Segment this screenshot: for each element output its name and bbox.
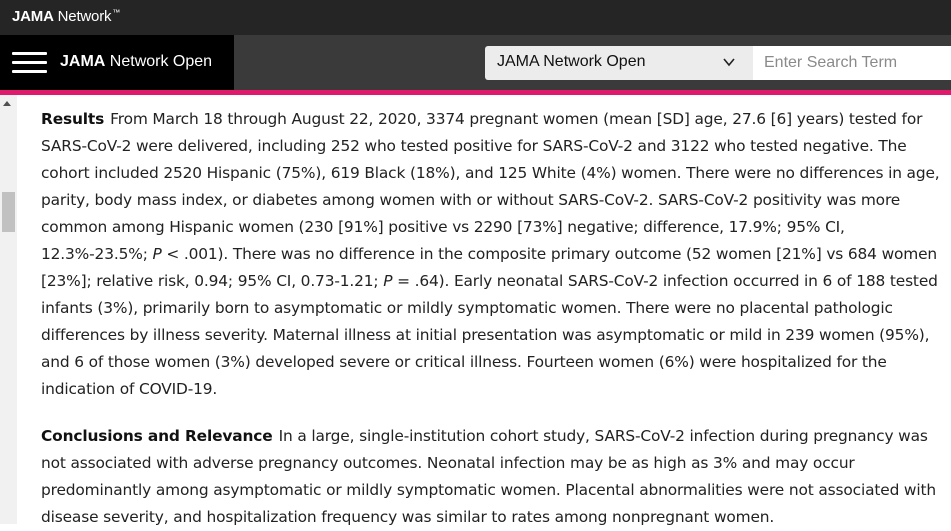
jama-network-logo[interactable]: JAMA Network™	[12, 8, 120, 25]
journal-title-rest: Network Open	[105, 53, 213, 70]
results-label: Results	[41, 110, 105, 128]
p-value-symbol: P	[383, 272, 393, 290]
results-text-2: < .001). There was no difference in the …	[41, 245, 938, 290]
results-paragraph: Results From March 18 through August 22, …	[41, 106, 941, 403]
conclusions-label: Conclusions and Relevance	[41, 427, 273, 445]
brand-rest: Network	[53, 8, 112, 25]
accent-divider	[0, 90, 951, 95]
top-bar: JAMA Network™	[0, 0, 951, 35]
vertical-scrollbar[interactable]	[0, 95, 17, 524]
abstract-content: Results From March 18 through August 22, …	[41, 106, 941, 531]
scrollbar-thumb[interactable]	[2, 192, 15, 232]
journal-selector-value: JAMA Network Open	[497, 53, 646, 70]
hamburger-icon[interactable]	[12, 52, 47, 74]
conclusions-paragraph: Conclusions and Relevance In a large, sin…	[41, 423, 941, 531]
results-text-3: = .64). Early neonatal SARS-CoV-2 infect…	[41, 272, 938, 398]
journal-nav-left: JAMA Network Open	[0, 35, 234, 90]
brand-trademark: ™	[112, 8, 121, 17]
p-value-symbol: P	[152, 245, 162, 263]
journal-title-bold: JAMA	[60, 53, 106, 70]
journal-selector-dropdown[interactable]: JAMA Network Open	[485, 46, 753, 80]
journal-title[interactable]: JAMA Network Open	[60, 53, 212, 71]
brand-bold: JAMA	[12, 8, 54, 25]
chevron-down-icon	[723, 58, 735, 67]
results-text-1: From March 18 through August 22, 2020, 3…	[41, 110, 940, 263]
scroll-up-arrow-icon[interactable]	[3, 101, 11, 106]
conclusions-text: In a large, single-institution cohort st…	[41, 427, 936, 526]
search-input[interactable]	[753, 46, 951, 80]
